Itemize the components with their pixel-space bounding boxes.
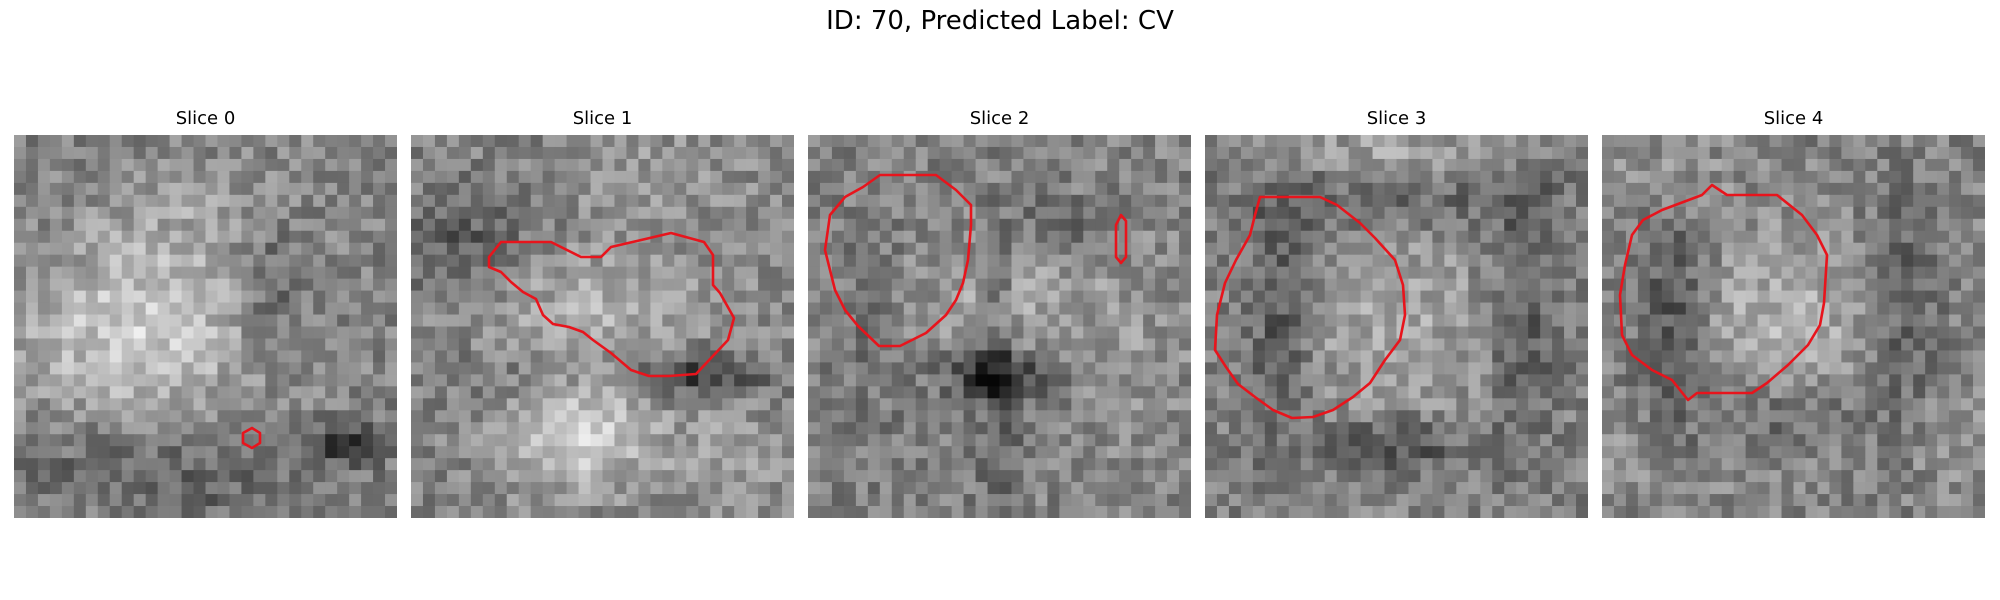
slice-title: Slice 3	[1366, 108, 1427, 129]
segmentation-contour	[487, 231, 736, 378]
slice-title: Slice 1	[572, 108, 633, 129]
figure-title: ID: 70, Predicted Label: CV	[826, 6, 1174, 36]
segmentation-contour	[1213, 195, 1407, 420]
slice-image	[14, 135, 397, 518]
slice-image	[411, 135, 794, 518]
slice-image	[1205, 135, 1588, 518]
segmentation-contour	[1618, 183, 1829, 402]
slice-title: Slice 2	[969, 108, 1030, 129]
pixel-grid	[411, 135, 794, 518]
slice-image	[808, 135, 1191, 518]
segmentation-contour	[823, 173, 973, 348]
slice-image	[1602, 135, 1985, 518]
pixel-grid	[14, 135, 397, 518]
slice-title: Slice 0	[175, 108, 236, 129]
pixel-grid	[1205, 135, 1588, 518]
segmentation-contour-secondary	[1114, 213, 1128, 265]
pixel-grid	[808, 135, 1191, 518]
segmentation-contour	[241, 426, 262, 450]
slice-title: Slice 4	[1763, 108, 1824, 129]
pixel-grid	[1602, 135, 1985, 518]
